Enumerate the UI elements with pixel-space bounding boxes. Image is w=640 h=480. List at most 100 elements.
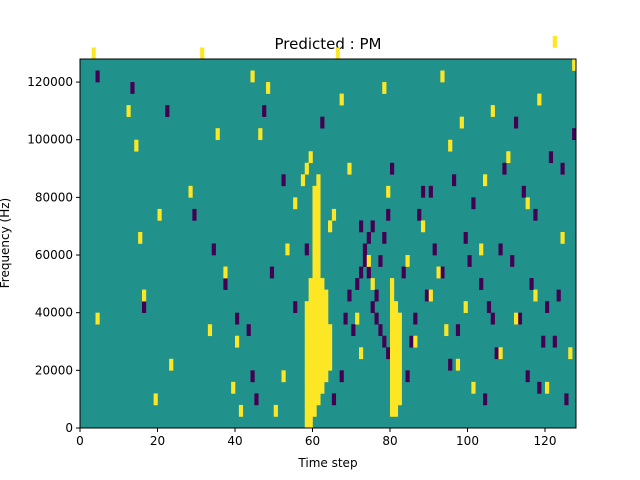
heatmap-cell-high	[316, 197, 321, 210]
heatmap-cell-high	[328, 220, 333, 233]
heatmap-cell-high	[312, 370, 317, 383]
heatmap-cell-high	[390, 312, 395, 325]
heatmap-cell-low	[355, 278, 360, 290]
plot-frame	[79, 58, 577, 429]
heatmap-cell-low	[502, 162, 507, 175]
heatmap-cell-high	[390, 278, 395, 290]
heatmap-cell-high	[316, 231, 321, 244]
heatmap-cell-low	[382, 231, 387, 244]
heatmap-cell-low	[533, 208, 538, 221]
heatmap-cell-low	[250, 370, 255, 383]
heatmap-cell-low	[479, 278, 484, 290]
x-axis-ticks: 0 20 40 60 80 100 120	[76, 428, 556, 448]
heatmap-cell-low	[362, 255, 368, 267]
heatmap-cell-high	[320, 358, 325, 371]
heatmap-cell-high	[479, 243, 484, 256]
heatmap-cell-low	[548, 151, 554, 164]
heatmap-cell-high	[308, 370, 313, 383]
heatmap-cell-low	[246, 324, 251, 337]
y-tick-label: 100000	[27, 133, 73, 147]
heatmap-cell-high	[126, 105, 131, 117]
heatmap-cell-high	[390, 358, 395, 371]
y-tick-label: 60000	[35, 248, 73, 262]
y-tick-label: 80000	[35, 190, 73, 204]
heatmap-cell-low	[440, 266, 445, 279]
heatmap-cell-high	[281, 370, 286, 383]
heatmap-cell-low	[417, 208, 422, 221]
heatmap-cell-high	[304, 347, 309, 360]
heatmap-cell-high	[316, 324, 321, 337]
heatmap-cell-high	[405, 255, 410, 267]
heatmap-cell-high	[436, 266, 441, 279]
heatmap-cell-high	[393, 404, 399, 417]
chart-title: Predicted : PM	[275, 35, 382, 53]
heatmap-cell-high	[393, 358, 399, 371]
heatmap-cell-high	[308, 324, 313, 337]
heatmap-cell-high	[331, 208, 337, 221]
heatmap-cell-low	[165, 105, 170, 117]
heatmap-cell-high	[316, 174, 321, 187]
heatmap-cell-high	[316, 301, 321, 313]
heatmap-cell-high	[328, 335, 333, 348]
heatmap-cell-high	[308, 312, 313, 325]
heatmap-cell-low	[366, 231, 371, 244]
heatmap-cell-high	[304, 393, 309, 406]
heatmap-cell-high	[320, 370, 325, 383]
heatmap-cell-high	[134, 139, 139, 152]
heatmap-cell-high	[200, 47, 205, 60]
heatmap-cell-low	[552, 335, 557, 348]
heatmap-cell-low	[281, 174, 286, 187]
x-tick-label: 60	[305, 434, 320, 448]
heatmap-cell-high	[533, 289, 538, 302]
heatmap-cell-low	[486, 301, 492, 313]
heatmap-cell-high	[300, 174, 306, 187]
heatmap-cell-high	[320, 278, 325, 290]
heatmap-cell-high	[308, 381, 313, 394]
heatmap-cell-high	[328, 358, 333, 371]
heatmap-cell-low	[401, 266, 406, 279]
heatmap-cell-high	[397, 381, 402, 394]
heatmap-cell-high	[393, 301, 399, 313]
heatmap-cell-high	[390, 381, 395, 394]
heatmap-cell-high	[188, 185, 193, 198]
x-axis-label: Time step	[297, 456, 357, 470]
x-tick-label: 40	[227, 434, 242, 448]
heatmap-cell-high	[316, 266, 321, 279]
heatmap-cell-high	[91, 47, 96, 60]
heatmap-cell-high	[448, 139, 453, 152]
heatmap-cell-high	[390, 289, 395, 302]
heatmap-cell-high	[382, 82, 387, 94]
heatmap-cell-high	[328, 324, 333, 337]
heatmap-cell-high	[266, 82, 271, 94]
heatmap-cell-low	[541, 335, 546, 348]
heatmap-cell-high	[390, 404, 395, 417]
y-tick-label: 120000	[27, 75, 73, 89]
heatmap-cell-low	[405, 370, 410, 383]
heatmap-cell-low	[95, 70, 100, 83]
heatmap-cell-low	[413, 312, 418, 325]
heatmap-cell-high	[471, 381, 476, 394]
heatmap-cell-high	[316, 393, 321, 406]
heatmap-cell-high	[304, 335, 309, 348]
heatmap-cell-low	[339, 370, 344, 383]
heatmap-cell-low	[490, 312, 495, 325]
heatmap-cell-low	[560, 162, 565, 175]
heatmap-cell-low	[432, 243, 437, 256]
heatmap-cell-high	[568, 347, 573, 360]
heatmap-cell-low	[514, 116, 519, 129]
heatmap-cell-high	[312, 289, 317, 302]
heatmap-cell-high	[169, 358, 174, 371]
heatmap-cell-high	[312, 278, 317, 290]
heatmap-cell-high	[308, 358, 313, 371]
heatmap-cell-low	[448, 358, 453, 371]
heatmap-cell-low	[529, 278, 534, 290]
heatmap-cell-high	[316, 381, 321, 394]
heatmap-cell-high	[235, 335, 240, 348]
heatmap-cell-high	[320, 381, 325, 394]
y-tick-label: 20000	[35, 363, 73, 377]
heatmap-cell-low	[304, 243, 309, 256]
heatmap-cell-low	[494, 347, 499, 360]
heatmap-cell-high	[308, 278, 313, 290]
heatmap-cell-low	[564, 393, 569, 406]
